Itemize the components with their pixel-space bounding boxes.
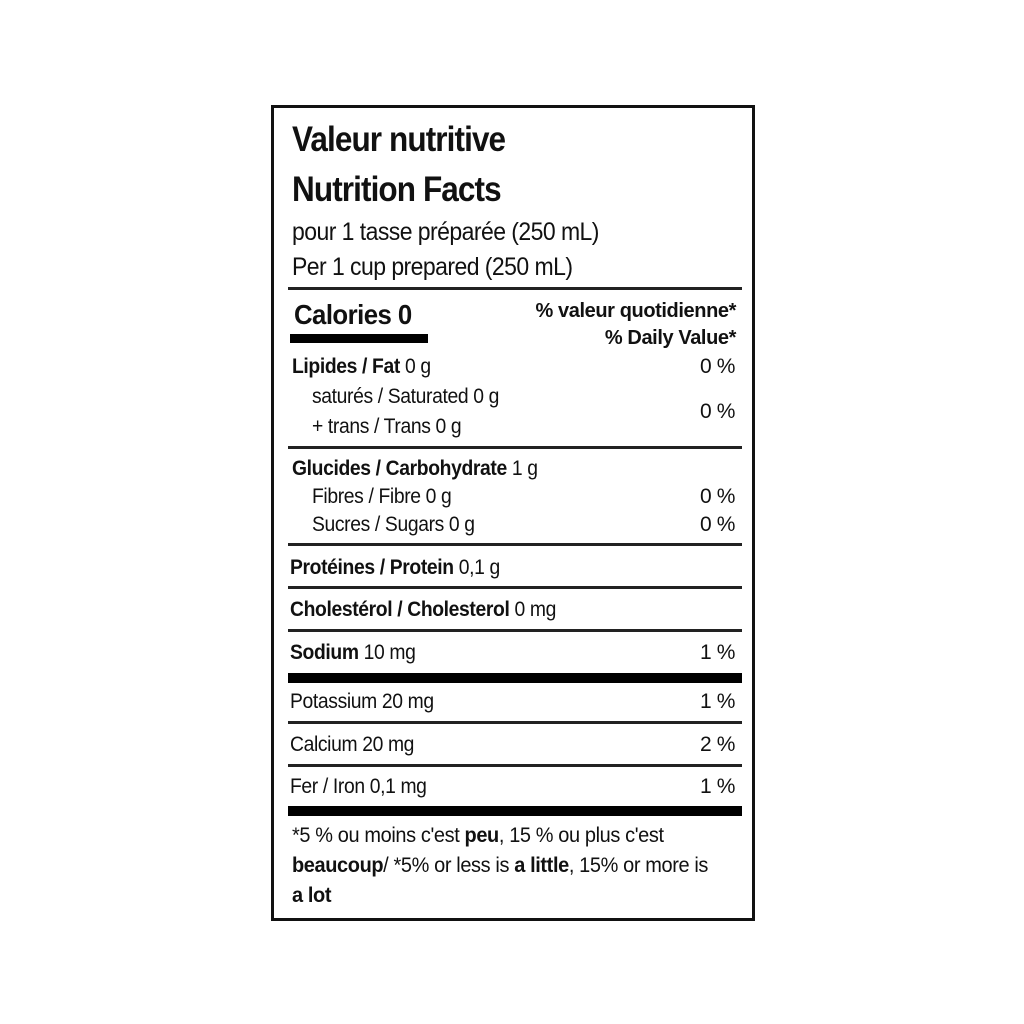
title-fr: Valeur nutritive: [292, 120, 506, 159]
thick-divider: [288, 806, 742, 816]
saturated-label: saturés / Saturated 0 g: [312, 385, 500, 408]
row-fibre: Fibres / Fibre 0 g 0 %: [292, 485, 735, 511]
sodium-amount: 10 mg: [363, 641, 416, 664]
row-sat-trans-dv: 0 %: [292, 400, 735, 426]
row-calcium: Calcium 20 mg 2 %: [290, 733, 735, 759]
sugars-label: Sucres / Sugars 0 g: [312, 513, 475, 536]
divider: [288, 446, 742, 449]
dv-header-en: % Daily Value*: [604, 327, 737, 349]
footnote-bold: a lot: [292, 884, 332, 907]
nutrition-facts-panel: Valeur nutritive Nutrition Facts pour 1 …: [271, 105, 755, 921]
row-iron: Fer / Iron 0,1 mg 1 %: [290, 775, 735, 801]
calcium-label: Calcium 20 mg: [290, 733, 415, 756]
row-carbohydrate: Glucides / Carbohydrate 1 g: [292, 457, 735, 483]
row-trans: + trans / Trans 0 g: [292, 415, 735, 441]
divider: [288, 629, 742, 632]
row-sodium: Sodium 10 mg 1 %: [290, 641, 735, 667]
footnote-bold: peu: [464, 824, 500, 847]
calories: Calories 0: [294, 299, 412, 330]
potassium-label: Potassium 20 mg: [290, 690, 434, 713]
footnote-text: / *5% or less is: [383, 854, 515, 877]
fibre-label: Fibres / Fibre 0 g: [312, 485, 452, 508]
sat-trans-dv: 0 %: [700, 400, 735, 423]
dv-header-fr: % valeur quotidienne*: [535, 300, 736, 322]
serving-fr: pour 1 tasse préparée (250 mL): [292, 218, 599, 246]
sugars-dv: 0 %: [700, 513, 735, 536]
row-cholesterol: Cholestérol / Cholesterol 0 mg: [290, 598, 735, 624]
row-saturated: saturés / Saturated 0 g: [292, 385, 735, 411]
row-potassium: Potassium 20 mg 1 %: [290, 690, 735, 716]
divider: [288, 287, 742, 290]
fat-amount: 0 g: [404, 355, 431, 378]
fat-dv: 0 %: [700, 355, 735, 378]
sodium-dv: 1 %: [700, 641, 735, 664]
thick-divider: [288, 673, 742, 683]
potassium-dv: 1 %: [700, 690, 735, 713]
iron-label: Fer / Iron 0,1 mg: [290, 775, 427, 798]
footnote-text: , 15% or more is: [568, 854, 709, 877]
divider: [288, 721, 742, 724]
footnote-text: *5 % ou moins c'est: [292, 824, 465, 847]
fat-label: Lipides / Fat: [292, 355, 400, 378]
trans-label: + trans / Trans 0 g: [312, 415, 462, 438]
iron-dv: 1 %: [700, 775, 735, 798]
fibre-dv: 0 %: [700, 485, 735, 508]
cholesterol-amount: 0 mg: [514, 598, 556, 621]
footnote: *5 % ou moins c'est peu, 15 % ou plus c'…: [292, 821, 720, 911]
title-en: Nutrition Facts: [292, 170, 502, 209]
row-sugars: Sucres / Sugars 0 g 0 %: [292, 513, 735, 539]
divider: [288, 586, 742, 589]
protein-label: Protéines / Protein: [290, 556, 454, 579]
divider: [288, 543, 742, 546]
row-fat: Lipides / Fat 0 g 0 %: [292, 355, 735, 381]
sodium-label: Sodium: [290, 641, 359, 664]
calories-bar: [290, 334, 428, 343]
calcium-dv: 2 %: [700, 733, 735, 756]
row-protein: Protéines / Protein 0,1 g: [290, 556, 735, 582]
protein-amount: 0,1 g: [458, 556, 501, 579]
serving-en: Per 1 cup prepared (250 mL): [292, 253, 573, 281]
footnote-bold: beaucoup: [292, 854, 384, 877]
carb-amount: 1 g: [511, 457, 538, 480]
divider: [288, 764, 742, 767]
carb-label: Glucides / Carbohydrate: [292, 457, 507, 480]
footnote-bold: a little: [514, 854, 569, 877]
cholesterol-label: Cholestérol / Cholesterol: [290, 598, 510, 621]
footnote-text: , 15 % ou plus c'est: [498, 824, 664, 847]
